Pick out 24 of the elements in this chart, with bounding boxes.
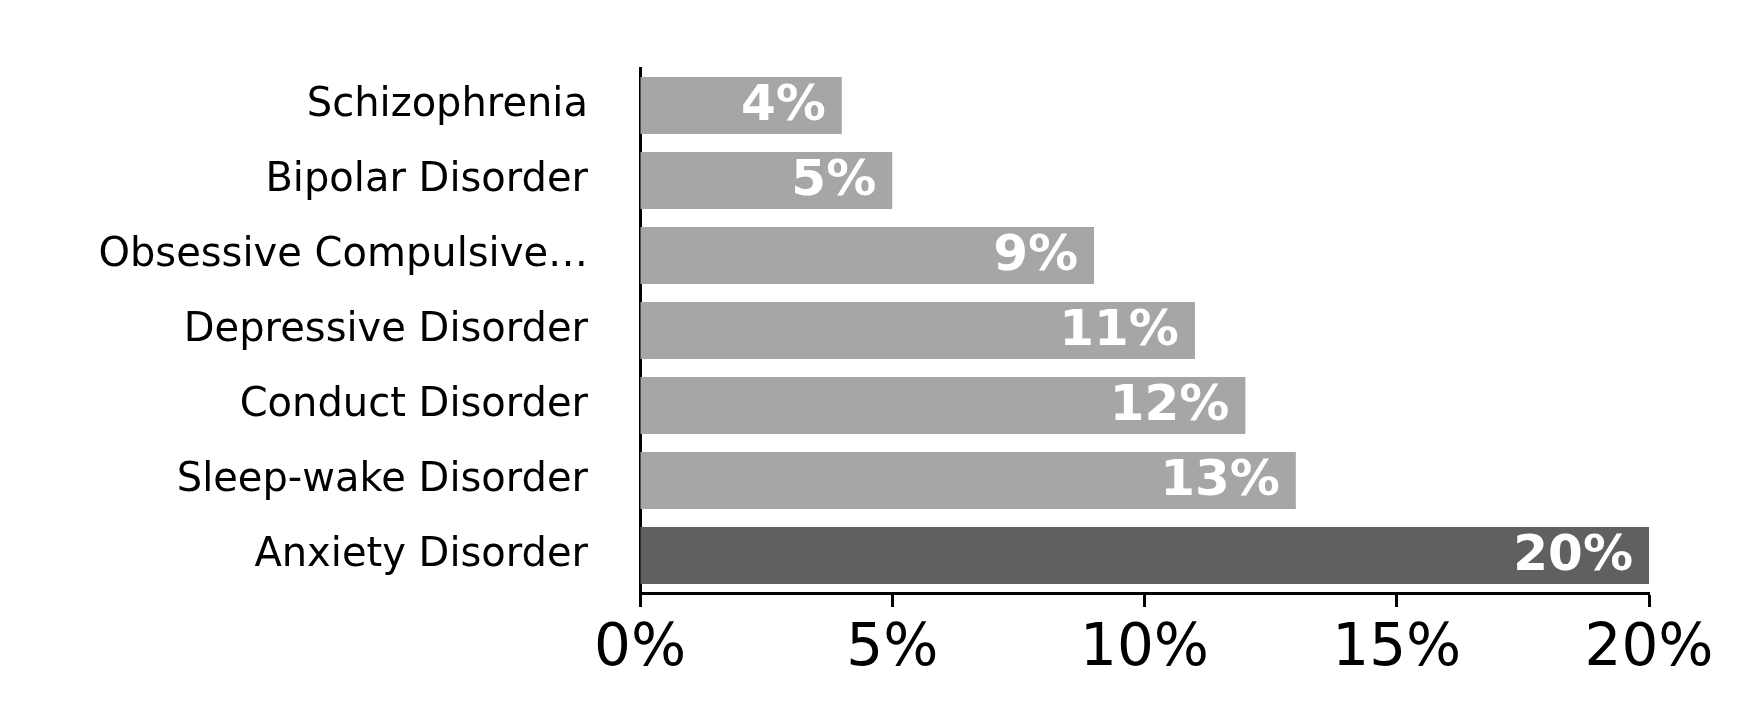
y-tick-label: Bipolar Disorder [265, 153, 589, 200]
bar [640, 377, 1246, 434]
data-label: 9% [993, 224, 1079, 283]
x-tick-label: 10% [1080, 610, 1209, 679]
data-label: 13% [1160, 449, 1280, 508]
x-tick-label: 5% [846, 610, 939, 679]
data-label: 12% [1109, 374, 1230, 433]
x-tick-label: 20% [1584, 610, 1714, 679]
bar [640, 302, 1195, 359]
y-tick-label: Conduct Disorder [239, 378, 589, 425]
x-tick-label: 0% [593, 610, 687, 679]
y-tick-label: Schizophrenia [306, 78, 588, 125]
y-tick-label: Depressive Disorder [183, 303, 589, 350]
bar [640, 527, 1649, 584]
bar [640, 227, 1095, 284]
data-label: 20% [1513, 524, 1633, 583]
x-tick-label: 15% [1332, 610, 1462, 679]
y-tick-label: Obsessive Compulsive… [98, 228, 588, 275]
y-tick-label: Sleep-wake Disorder [176, 453, 589, 500]
data-label: 11% [1059, 299, 1179, 358]
bar [640, 452, 1296, 509]
data-label: 5% [791, 149, 877, 208]
y-tick-label: Anxiety Disorder [254, 528, 589, 575]
data-label: 4% [740, 74, 826, 133]
